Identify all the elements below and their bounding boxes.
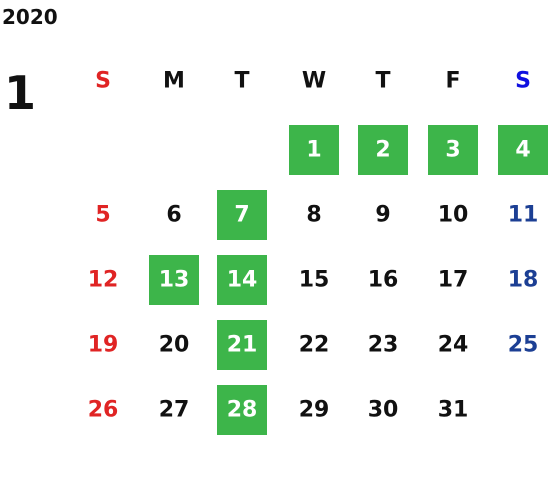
weekday-label: S	[95, 69, 111, 94]
day-number: 7	[234, 203, 249, 228]
day-number: 1	[306, 138, 321, 163]
day-number: 31	[438, 398, 469, 423]
highlight-box	[358, 125, 408, 175]
day-number: 10	[438, 203, 469, 228]
day-number: 16	[368, 268, 399, 293]
highlight-box	[217, 255, 267, 305]
day-number: 22	[299, 333, 330, 358]
day-number: 26	[88, 398, 119, 423]
highlight-box	[289, 125, 339, 175]
weekday-label: T	[375, 69, 390, 94]
day-number: 19	[88, 333, 119, 358]
day-number: 29	[299, 398, 330, 423]
day-number: 12	[88, 268, 119, 293]
highlight-box	[149, 255, 199, 305]
day-number: 11	[508, 203, 539, 228]
weekday-label: T	[234, 69, 249, 94]
day-number: 15	[299, 268, 330, 293]
day-number: 2	[375, 138, 390, 163]
day-number: 9	[375, 203, 390, 228]
day-number: 4	[515, 138, 530, 163]
weekday-label: S	[515, 69, 531, 94]
day-number: 23	[368, 333, 399, 358]
day-number: 27	[159, 398, 190, 423]
day-number: 14	[227, 268, 258, 293]
day-number: 5	[95, 203, 110, 228]
day-number: 18	[508, 268, 539, 293]
highlight-box	[217, 190, 267, 240]
day-number: 8	[306, 203, 321, 228]
day-number: 6	[166, 203, 181, 228]
day-number: 3	[445, 138, 460, 163]
day-number: 20	[159, 333, 190, 358]
day-number: 13	[159, 268, 190, 293]
highlight-box	[498, 125, 548, 175]
highlight-box	[217, 320, 267, 370]
highlight-box	[217, 385, 267, 435]
highlight-box	[428, 125, 478, 175]
day-number: 21	[227, 333, 258, 358]
weekday-label: F	[445, 69, 460, 94]
weekday-label: M	[163, 69, 185, 94]
day-number: 24	[438, 333, 469, 358]
day-number: 17	[438, 268, 469, 293]
day-number: 25	[508, 333, 539, 358]
weekday-label: W	[302, 69, 326, 94]
month: 1	[4, 66, 36, 120]
day-number: 28	[227, 398, 258, 423]
year: 2020	[2, 5, 58, 29]
day-number: 30	[368, 398, 399, 423]
